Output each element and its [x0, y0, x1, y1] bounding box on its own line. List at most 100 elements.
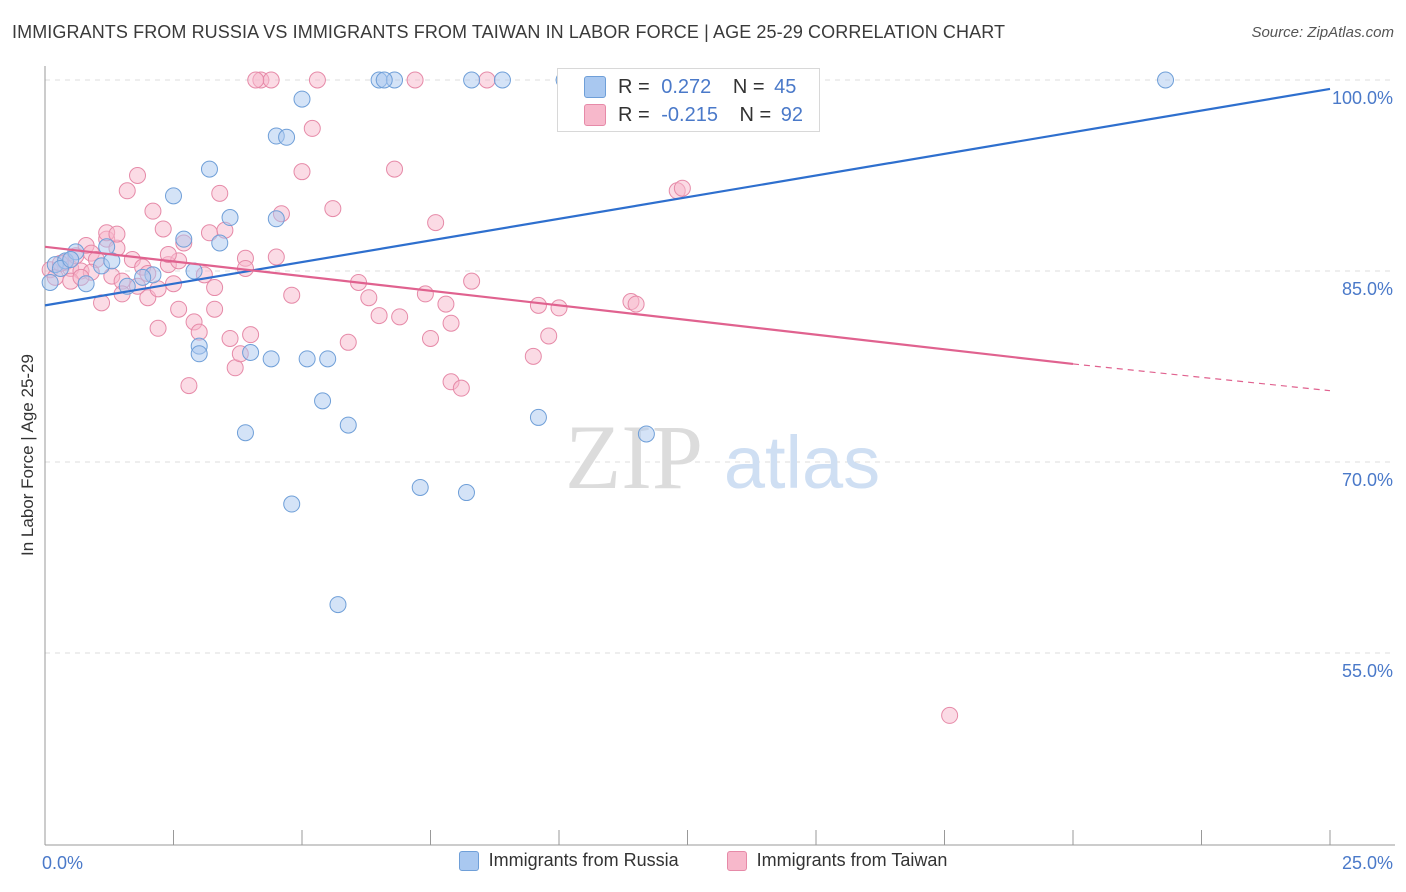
taiwan-point	[550, 299, 568, 317]
watermark-zip: ZIP	[565, 406, 703, 508]
taiwan-legend-swatch	[726, 850, 747, 871]
taiwan-point	[529, 296, 547, 314]
watermark: ZIP atlas	[565, 406, 880, 508]
tick-labels: 55.0% 70.0% 85.0% 100.0% 0.0% 25.0%	[42, 88, 1393, 873]
taiwan-point	[427, 214, 445, 232]
russia-swatch	[584, 76, 606, 98]
n-value-russia: 45	[774, 75, 797, 98]
russia-point	[319, 350, 337, 368]
russia-point	[463, 71, 481, 89]
russia-point	[329, 596, 347, 614]
taiwan-point	[283, 286, 301, 304]
taiwan-swatch	[584, 104, 606, 126]
russia-point	[236, 424, 254, 442]
russia-point	[457, 484, 475, 502]
r-label: R =	[618, 75, 650, 98]
taiwan-point	[391, 308, 409, 326]
russia-point	[293, 90, 311, 108]
taiwan-point	[293, 163, 311, 181]
russia-point	[283, 495, 301, 513]
axes	[44, 66, 1395, 846]
taiwan-point	[437, 295, 455, 313]
russia-point	[529, 408, 547, 426]
russia-point	[411, 478, 429, 496]
taiwan-point	[324, 200, 342, 218]
legend-item-taiwan[interactable]: Immigrants from Taiwan	[726, 850, 948, 871]
taiwan-point	[206, 279, 224, 297]
russia-point	[165, 187, 182, 205]
r-label: R =	[618, 103, 650, 126]
taiwan-point	[180, 377, 198, 395]
taiwan-point	[129, 167, 147, 184]
r-value-russia: 0.272	[661, 75, 712, 98]
taiwan-point	[422, 329, 439, 347]
taiwan-point	[406, 71, 424, 89]
source-label: Source: ZipAtlas.com	[1251, 24, 1394, 41]
taiwan-trend-line	[44, 245, 1074, 366]
taiwan-point	[308, 71, 326, 89]
russia-point	[314, 392, 332, 410]
russia-point	[262, 350, 280, 368]
russia-point	[1157, 71, 1175, 89]
legend-item-russia[interactable]: Immigrants from Russia	[458, 850, 679, 871]
taiwan-point	[360, 289, 378, 307]
legend-label-russia: Immigrants from Russia	[488, 850, 679, 870]
taiwan-point	[370, 307, 388, 325]
r-value-taiwan: -0.215	[661, 103, 718, 126]
n-label: N =	[732, 75, 765, 98]
y-tick-label: 70.0%	[1342, 470, 1393, 490]
russia-point	[298, 350, 316, 368]
taiwan-point	[154, 220, 172, 238]
russia-point	[190, 345, 208, 363]
russia-point	[175, 230, 193, 248]
taiwan-points	[41, 71, 959, 724]
legend: Immigrants from Russia Immigrants from T…	[0, 850, 1406, 871]
taiwan-point	[211, 184, 229, 202]
taiwan-point	[262, 71, 280, 89]
russia-point	[242, 343, 260, 361]
russia-points	[41, 71, 1175, 614]
russia-point	[200, 160, 218, 178]
taiwan-point	[159, 245, 177, 263]
russia-point	[493, 71, 511, 89]
taiwan-point	[386, 160, 404, 178]
russia-point	[339, 416, 357, 434]
taiwan-trend-extension	[1072, 363, 1331, 392]
taiwan-point	[941, 706, 959, 724]
watermark-atlas: atlas	[724, 421, 880, 504]
x-tick-label: 0.0%	[42, 853, 83, 873]
taiwan-point	[524, 347, 542, 365]
taiwan-point	[478, 71, 496, 89]
russia-point	[41, 273, 59, 291]
n-value-taiwan: 92	[780, 103, 804, 126]
y-tick-label: 55.0%	[1342, 661, 1393, 681]
taiwan-point	[452, 379, 470, 397]
russia-point	[221, 209, 239, 227]
taiwan-point	[149, 319, 167, 337]
n-label: N =	[739, 103, 772, 126]
stats-box: R = 0.272 N = 45 R = -0.215 N = 92	[557, 68, 820, 132]
taiwan-point	[170, 300, 188, 318]
russia-point	[267, 210, 285, 228]
russia-point	[278, 128, 296, 146]
russia-point	[77, 275, 95, 293]
grid-lines	[45, 79, 1395, 654]
russia-point	[62, 251, 80, 269]
taiwan-point	[416, 285, 434, 303]
legend-label-taiwan: Immigrants from Taiwan	[756, 850, 948, 870]
chart-title: IMMIGRANTS FROM RUSSIA VS IMMIGRANTS FRO…	[12, 22, 1006, 42]
russia-point	[637, 425, 655, 443]
taiwan-point	[242, 326, 260, 344]
russia-legend-swatch	[458, 850, 479, 871]
taiwan-point	[108, 225, 126, 243]
taiwan-point	[118, 182, 136, 200]
taiwan-point	[267, 248, 285, 266]
y-tick-label: 85.0%	[1342, 279, 1393, 299]
taiwan-point	[540, 327, 558, 345]
x-tick-label: 25.0%	[1342, 853, 1393, 873]
trend-lines	[44, 87, 1331, 392]
taiwan-point	[303, 119, 321, 137]
taiwan-point	[247, 71, 265, 89]
taiwan-point	[339, 333, 357, 351]
